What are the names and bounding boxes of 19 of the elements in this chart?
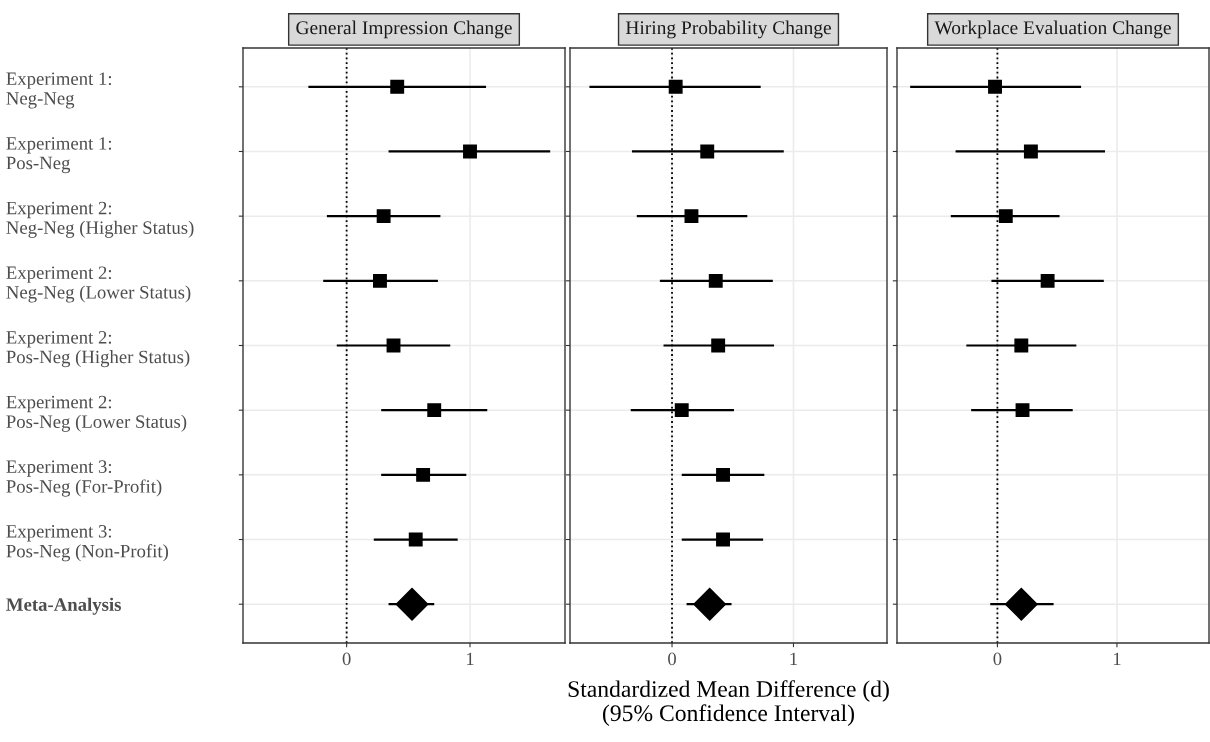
x-tick-label: 0 [342, 652, 351, 666]
x-axis-title: Standardized Mean Difference (d) (95% Confidence Interval) [568, 680, 889, 726]
y-tick-label: Experiment 1: Pos-Neg [6, 137, 112, 174]
y-tick-label: Experiment 2: Neg-Neg (Lower Status) [6, 266, 191, 303]
x-tick-label: 1 [790, 652, 798, 666]
x-tick-label: 0 [993, 652, 1002, 666]
y-tick-label: Experiment 2: Pos-Neg (Lower Status) [6, 395, 187, 432]
chart-title: General Impression Change [296, 20, 512, 39]
x-tick-label: 1 [466, 652, 474, 666]
y-tick-label: Experiment 2: Pos-Neg (Higher Status) [6, 331, 190, 368]
y-tick-label: Experiment 3: Pos-Neg (For-Profit) [6, 460, 162, 497]
x-tick-label: 0 [668, 652, 676, 666]
y-tick-label: Meta-Analysis [6, 597, 121, 615]
y-tick-label: Experiment 3: Pos-Neg (Non-Profit) [6, 525, 169, 562]
y-tick-label: Experiment 2: Neg-Neg (Higher Status) [6, 201, 194, 238]
chart-title: Workplace Evaluation Change [934, 20, 1171, 39]
y-tick-label: Experiment 1: Neg-Neg [6, 72, 112, 109]
chart-title: Hiring Probability Change [625, 20, 831, 39]
x-tick-label: 1 [1113, 652, 1121, 666]
